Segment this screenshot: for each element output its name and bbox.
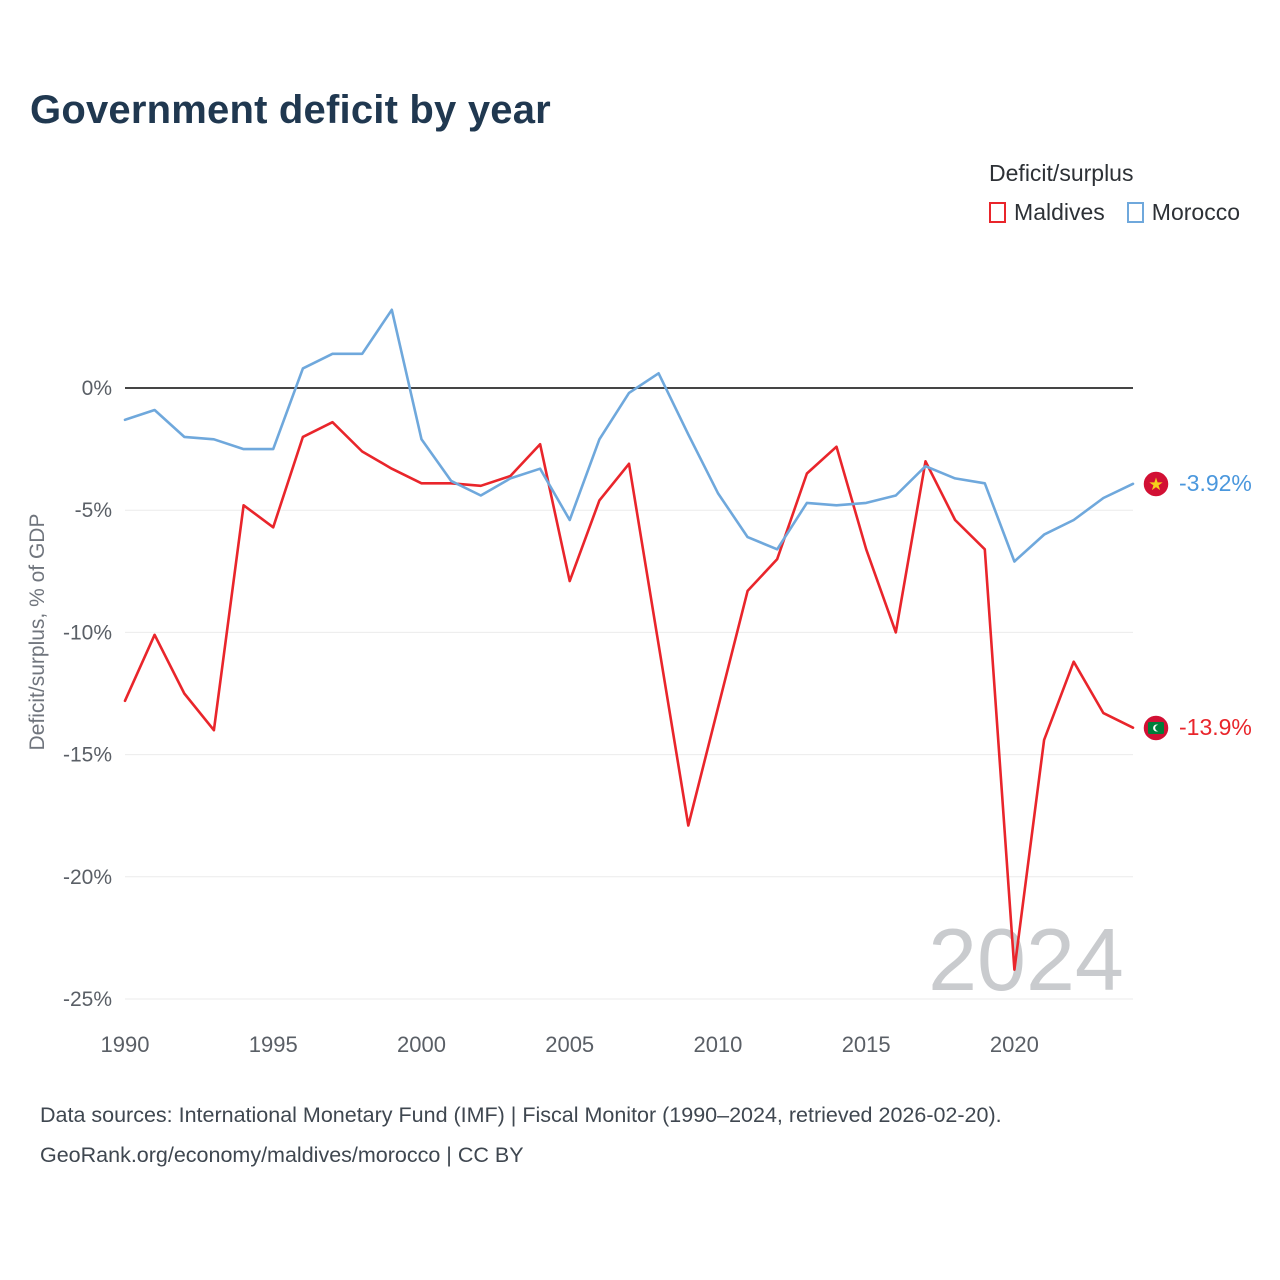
x-tick-label: 1995 [249, 1032, 298, 1057]
y-tick-label: -15% [63, 744, 112, 767]
morocco-flag-icon [1142, 470, 1170, 498]
morocco-line [123, 308, 1135, 563]
y-axis-title: Deficit/surplus, % of GDP [26, 514, 49, 751]
maldives-line [123, 420, 1135, 972]
y-tick-label: -10% [63, 621, 112, 644]
x-tick-label: 2010 [693, 1032, 742, 1057]
footer-attribution-line: GeoRank.org/economy/maldives/morocco | C… [40, 1142, 524, 1167]
legend-item-label: Morocco [1151, 199, 1240, 225]
maldives-end-label: -13.9% [1142, 713, 1252, 743]
y-tick-label: -5% [75, 499, 112, 522]
footer-sources-line: Data sources: International Monetary Fun… [40, 1103, 1002, 1127]
legend-item-morocco[interactable]: Morocco [1126, 199, 1240, 226]
y-tick-label: 0% [82, 377, 112, 400]
maldives-flag-icon [1142, 713, 1170, 742]
maldives-swatch-icon [989, 202, 1007, 223]
y-tick-label: -25% [63, 988, 112, 1011]
morocco-swatch-icon [1126, 202, 1144, 223]
x-tick-label: 2000 [397, 1032, 446, 1057]
x-tick-label: 2020 [990, 1032, 1039, 1057]
x-tick-label: 2005 [545, 1032, 594, 1057]
legend-title: Deficit/surplus [989, 160, 1134, 186]
legend: Deficit/surplus Maldives Morocco [989, 160, 1240, 226]
y-tick-label: -20% [63, 866, 112, 889]
x-tick-label: 1990 [101, 1032, 150, 1057]
legend-item-maldives[interactable]: Maldives [989, 199, 1105, 226]
page-title: Government deficit by year [30, 88, 551, 132]
morocco-end-value: -3.92% [1179, 470, 1252, 497]
maldives-end-value: -13.9% [1179, 714, 1252, 741]
data-sources-footer: Data sources: International Monetary Fun… [40, 1096, 1002, 1176]
watermark-year: 2024 [928, 910, 1124, 1009]
morocco-end-label: -3.92% [1142, 469, 1252, 499]
legend-item-label: Maldives [1014, 199, 1105, 225]
legend-items: Maldives Morocco [989, 199, 1240, 226]
x-tick-label: 2015 [842, 1032, 891, 1057]
